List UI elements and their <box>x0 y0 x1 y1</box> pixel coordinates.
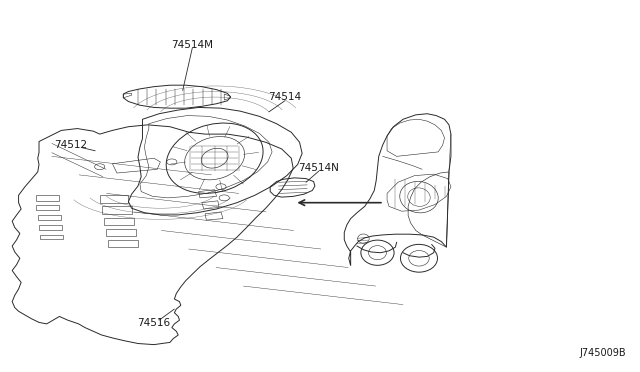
Text: 74512: 74512 <box>54 140 88 150</box>
Text: 74516: 74516 <box>138 318 170 328</box>
Text: 74514: 74514 <box>268 92 301 102</box>
Text: 74514N: 74514N <box>298 163 339 173</box>
Text: 74514M: 74514M <box>172 40 213 50</box>
Text: J745009B: J745009B <box>580 348 627 358</box>
